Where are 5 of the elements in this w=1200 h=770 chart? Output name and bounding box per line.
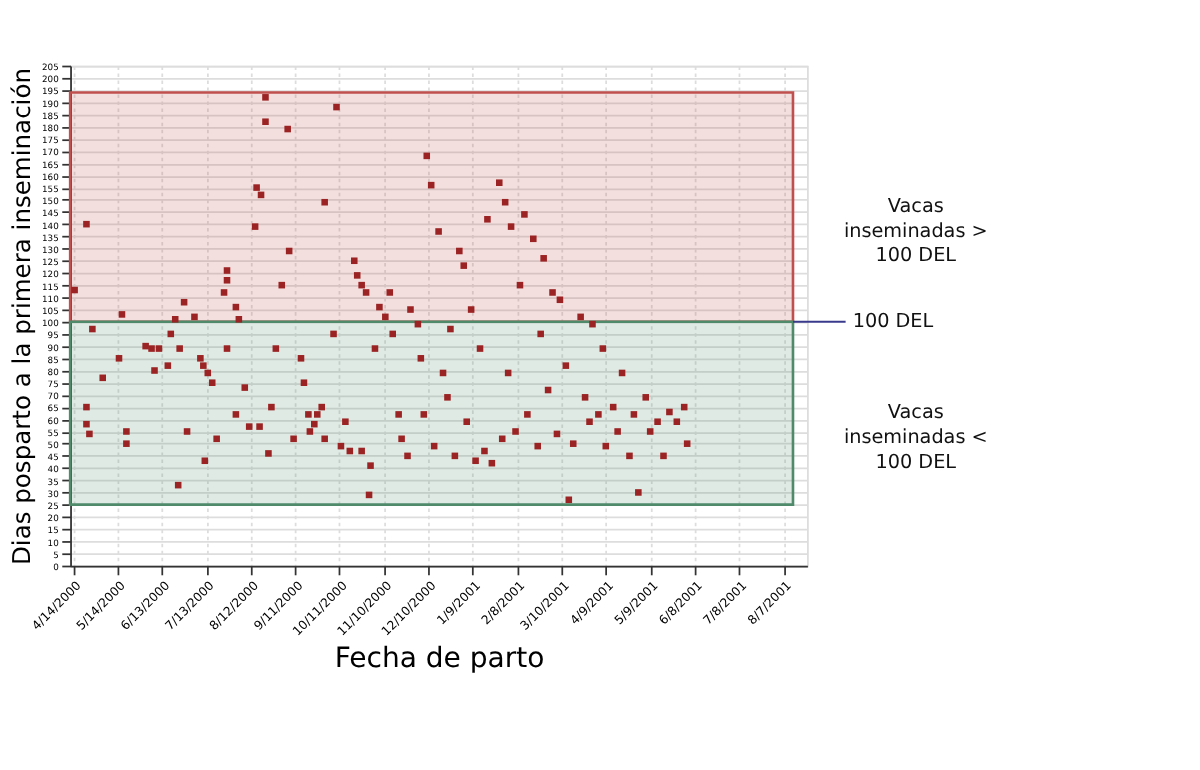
band-label: Vacas inseminadas < 100 DEL	[843, 402, 988, 474]
x-axis-title: Fecha de parto	[334, 643, 545, 676]
band-label: Vacas inseminadas > 100 DEL	[843, 196, 988, 268]
y-axis-title: Dias posparto a la primera inseminación	[7, 67, 36, 566]
ref-line-label: 100 DEL	[852, 310, 935, 333]
